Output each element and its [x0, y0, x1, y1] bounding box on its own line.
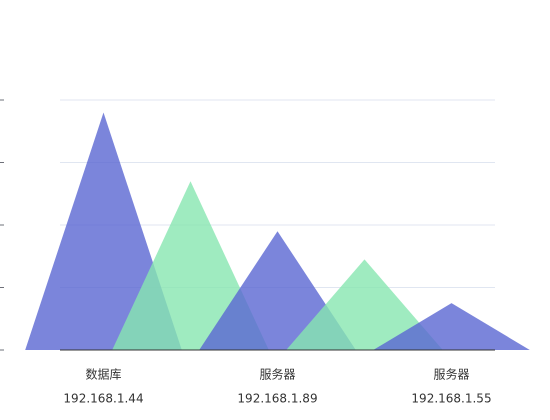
x-tick-label: 服务器 [259, 367, 295, 382]
triangle-bar [286, 259, 443, 350]
x-tick-label: 数据库 [85, 367, 121, 382]
x-tick-label: 服务器 [433, 367, 469, 382]
x-tick-label: 192.168.1.89 [237, 392, 317, 406]
x-tick-label: 192.168.1.55 [411, 392, 491, 406]
triangle-bar [373, 303, 530, 350]
x-tick-label: 192.168.1.44 [63, 392, 143, 406]
